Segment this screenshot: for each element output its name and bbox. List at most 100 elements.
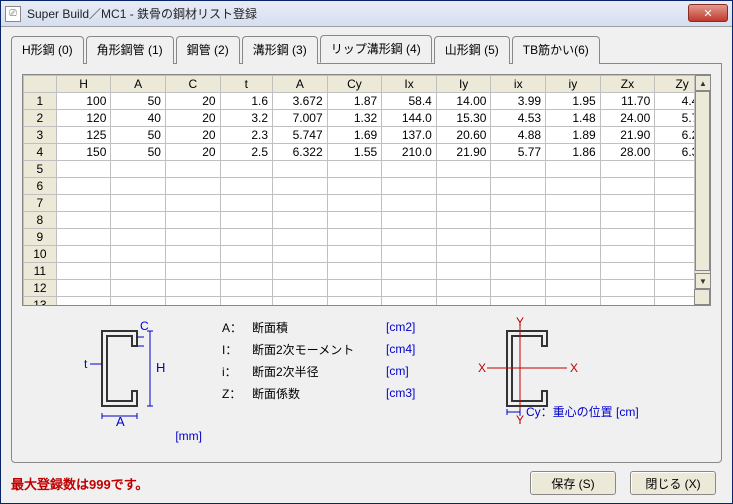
cell[interactable]: 11.70 xyxy=(600,93,655,110)
cell[interactable] xyxy=(56,178,111,195)
cell[interactable] xyxy=(436,178,491,195)
cell[interactable] xyxy=(382,246,437,263)
cell[interactable] xyxy=(165,246,220,263)
row-header[interactable]: 1 xyxy=(24,93,57,110)
scroll-down-icon[interactable]: ▼ xyxy=(695,273,711,289)
cell[interactable] xyxy=(273,178,328,195)
cell[interactable] xyxy=(382,263,437,280)
cell[interactable]: 50 xyxy=(111,127,166,144)
data-grid[interactable]: HACtACyIxIyixiyZxZy110050201.63.6721.875… xyxy=(23,75,710,306)
tab-1[interactable]: 角形鋼管 (1) xyxy=(86,36,174,64)
cell[interactable]: 15.30 xyxy=(436,110,491,127)
cell[interactable] xyxy=(220,297,272,307)
cell[interactable] xyxy=(491,195,546,212)
cell[interactable] xyxy=(273,297,328,307)
cell[interactable]: 24.00 xyxy=(600,110,655,127)
row-header[interactable]: 7 xyxy=(24,195,57,212)
cell[interactable] xyxy=(220,280,272,297)
cell[interactable] xyxy=(436,229,491,246)
cell[interactable] xyxy=(273,212,328,229)
cell[interactable]: 1.32 xyxy=(327,110,382,127)
cell[interactable] xyxy=(600,161,655,178)
cell[interactable]: 1.48 xyxy=(546,110,601,127)
cell[interactable] xyxy=(382,178,437,195)
close-button[interactable]: 閉じる (X) xyxy=(630,471,716,495)
cell[interactable] xyxy=(111,297,166,307)
cell[interactable] xyxy=(220,263,272,280)
cell[interactable] xyxy=(111,212,166,229)
row-header[interactable]: 6 xyxy=(24,178,57,195)
cell[interactable] xyxy=(382,297,437,307)
cell[interactable] xyxy=(491,246,546,263)
row-header[interactable]: 12 xyxy=(24,280,57,297)
col-header[interactable]: Cy xyxy=(327,76,382,93)
cell[interactable] xyxy=(165,195,220,212)
cell[interactable] xyxy=(273,229,328,246)
tab-6[interactable]: TB筋かい(6) xyxy=(512,36,600,64)
cell[interactable]: 1.55 xyxy=(327,144,382,161)
tab-3[interactable]: 溝形鋼 (3) xyxy=(242,36,318,64)
cell[interactable] xyxy=(546,280,601,297)
cell[interactable] xyxy=(436,212,491,229)
cell[interactable]: 125 xyxy=(56,127,111,144)
cell[interactable] xyxy=(600,212,655,229)
cell[interactable]: 5.77 xyxy=(491,144,546,161)
cell[interactable] xyxy=(273,195,328,212)
cell[interactable] xyxy=(382,195,437,212)
row-header[interactable]: 5 xyxy=(24,161,57,178)
cell[interactable] xyxy=(165,280,220,297)
cell[interactable] xyxy=(600,246,655,263)
cell[interactable] xyxy=(327,297,382,307)
cell[interactable] xyxy=(327,246,382,263)
cell[interactable] xyxy=(546,161,601,178)
cell[interactable] xyxy=(56,229,111,246)
cell[interactable]: 7.007 xyxy=(273,110,328,127)
cell[interactable]: 144.0 xyxy=(382,110,437,127)
cell[interactable] xyxy=(546,178,601,195)
cell[interactable]: 21.90 xyxy=(600,127,655,144)
row-header[interactable]: 10 xyxy=(24,246,57,263)
col-header[interactable]: iy xyxy=(546,76,601,93)
cell[interactable]: 3.99 xyxy=(491,93,546,110)
cell[interactable] xyxy=(111,229,166,246)
cell[interactable]: 20 xyxy=(165,110,220,127)
cell[interactable]: 2.3 xyxy=(220,127,272,144)
cell[interactable] xyxy=(327,161,382,178)
cell[interactable]: 40 xyxy=(111,110,166,127)
cell[interactable] xyxy=(56,195,111,212)
cell[interactable] xyxy=(546,246,601,263)
cell[interactable]: 6.322 xyxy=(273,144,328,161)
cell[interactable] xyxy=(165,297,220,307)
cell[interactable] xyxy=(56,161,111,178)
cell[interactable] xyxy=(436,280,491,297)
cell[interactable] xyxy=(600,280,655,297)
close-icon[interactable]: ✕ xyxy=(688,4,728,22)
cell[interactable] xyxy=(56,212,111,229)
row-header[interactable]: 8 xyxy=(24,212,57,229)
cell[interactable] xyxy=(220,161,272,178)
cell[interactable] xyxy=(327,280,382,297)
cell[interactable]: 1.86 xyxy=(546,144,601,161)
cell[interactable] xyxy=(111,280,166,297)
cell[interactable]: 1.95 xyxy=(546,93,601,110)
cell[interactable] xyxy=(491,280,546,297)
cell[interactable] xyxy=(327,229,382,246)
cell[interactable]: 1.87 xyxy=(327,93,382,110)
cell[interactable] xyxy=(546,195,601,212)
cell[interactable]: 150 xyxy=(56,144,111,161)
cell[interactable] xyxy=(220,178,272,195)
cell[interactable] xyxy=(56,297,111,307)
cell[interactable] xyxy=(111,161,166,178)
cell[interactable] xyxy=(600,263,655,280)
cell[interactable] xyxy=(165,178,220,195)
cell[interactable] xyxy=(546,297,601,307)
cell[interactable] xyxy=(436,161,491,178)
col-header[interactable]: Iy xyxy=(436,76,491,93)
cell[interactable] xyxy=(111,195,166,212)
cell[interactable]: 4.53 xyxy=(491,110,546,127)
cell[interactable] xyxy=(382,280,437,297)
cell[interactable]: 20 xyxy=(165,127,220,144)
col-header[interactable]: ix xyxy=(491,76,546,93)
scroll-up-icon[interactable]: ▲ xyxy=(695,75,711,91)
cell[interactable] xyxy=(382,229,437,246)
